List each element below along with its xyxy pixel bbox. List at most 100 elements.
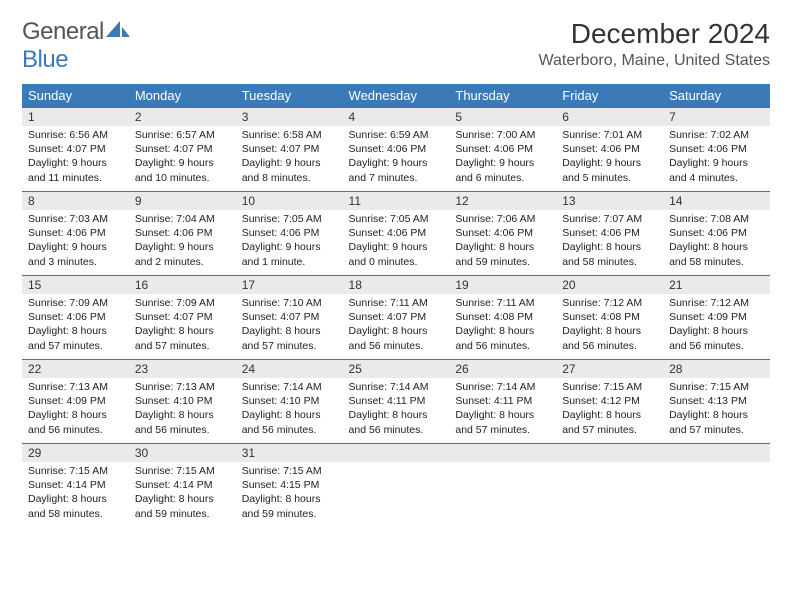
day-details: Sunrise: 7:11 AMSunset: 4:07 PMDaylight:… — [343, 294, 450, 357]
day-details: Sunrise: 7:15 AMSunset: 4:14 PMDaylight:… — [22, 462, 129, 525]
day-details: Sunrise: 7:01 AMSunset: 4:06 PMDaylight:… — [556, 126, 663, 189]
logo-text-general: General — [22, 18, 104, 45]
day-number: 18 — [343, 276, 450, 294]
calendar-day-cell: 16Sunrise: 7:09 AMSunset: 4:07 PMDayligh… — [129, 276, 236, 360]
day-details: Sunrise: 7:14 AMSunset: 4:10 PMDaylight:… — [236, 378, 343, 441]
day-number: 19 — [449, 276, 556, 294]
day-details: Sunrise: 7:13 AMSunset: 4:10 PMDaylight:… — [129, 378, 236, 441]
day-details: Sunrise: 7:05 AMSunset: 4:06 PMDaylight:… — [343, 210, 450, 273]
day-number: 11 — [343, 192, 450, 210]
calendar-day-cell: 8Sunrise: 7:03 AMSunset: 4:06 PMDaylight… — [22, 192, 129, 276]
calendar-day-cell: 15Sunrise: 7:09 AMSunset: 4:06 PMDayligh… — [22, 276, 129, 360]
day-number: 17 — [236, 276, 343, 294]
calendar-day-cell: 11Sunrise: 7:05 AMSunset: 4:06 PMDayligh… — [343, 192, 450, 276]
logo-text: General Blue — [22, 18, 132, 74]
day-number-empty — [449, 444, 556, 462]
day-number: 27 — [556, 360, 663, 378]
title-block: December 2024 Waterboro, Maine, United S… — [538, 18, 770, 70]
calendar-day-cell: 31Sunrise: 7:15 AMSunset: 4:15 PMDayligh… — [236, 444, 343, 528]
calendar-day-cell: 25Sunrise: 7:14 AMSunset: 4:11 PMDayligh… — [343, 360, 450, 444]
day-number: 1 — [22, 108, 129, 126]
day-details: Sunrise: 7:10 AMSunset: 4:07 PMDaylight:… — [236, 294, 343, 357]
calendar-day-cell: 28Sunrise: 7:15 AMSunset: 4:13 PMDayligh… — [663, 360, 770, 444]
day-number: 9 — [129, 192, 236, 210]
weekday-header: Sunday — [22, 84, 129, 108]
calendar-header-row: SundayMondayTuesdayWednesdayThursdayFrid… — [22, 84, 770, 108]
day-details: Sunrise: 7:14 AMSunset: 4:11 PMDaylight:… — [449, 378, 556, 441]
calendar-day-cell: 29Sunrise: 7:15 AMSunset: 4:14 PMDayligh… — [22, 444, 129, 528]
calendar-day-cell: 14Sunrise: 7:08 AMSunset: 4:06 PMDayligh… — [663, 192, 770, 276]
weekday-header: Wednesday — [343, 84, 450, 108]
day-details: Sunrise: 7:08 AMSunset: 4:06 PMDaylight:… — [663, 210, 770, 273]
day-number: 16 — [129, 276, 236, 294]
calendar-empty-cell — [663, 444, 770, 528]
calendar-empty-cell — [449, 444, 556, 528]
day-number-empty — [556, 444, 663, 462]
day-details: Sunrise: 7:09 AMSunset: 4:06 PMDaylight:… — [22, 294, 129, 357]
day-number: 10 — [236, 192, 343, 210]
day-details: Sunrise: 7:05 AMSunset: 4:06 PMDaylight:… — [236, 210, 343, 273]
calendar-day-cell: 18Sunrise: 7:11 AMSunset: 4:07 PMDayligh… — [343, 276, 450, 360]
day-details: Sunrise: 7:12 AMSunset: 4:08 PMDaylight:… — [556, 294, 663, 357]
day-number: 15 — [22, 276, 129, 294]
day-number: 8 — [22, 192, 129, 210]
calendar-day-cell: 9Sunrise: 7:04 AMSunset: 4:06 PMDaylight… — [129, 192, 236, 276]
logo-text-blue: Blue — [22, 46, 68, 73]
day-number: 31 — [236, 444, 343, 462]
calendar-day-cell: 12Sunrise: 7:06 AMSunset: 4:06 PMDayligh… — [449, 192, 556, 276]
day-number: 24 — [236, 360, 343, 378]
calendar-day-cell: 4Sunrise: 6:59 AMSunset: 4:06 PMDaylight… — [343, 108, 450, 192]
location: Waterboro, Maine, United States — [538, 52, 770, 70]
logo-sail-icon — [106, 21, 132, 39]
calendar-day-cell: 13Sunrise: 7:07 AMSunset: 4:06 PMDayligh… — [556, 192, 663, 276]
day-details: Sunrise: 6:59 AMSunset: 4:06 PMDaylight:… — [343, 126, 450, 189]
weekday-header: Thursday — [449, 84, 556, 108]
day-details: Sunrise: 7:14 AMSunset: 4:11 PMDaylight:… — [343, 378, 450, 441]
day-details: Sunrise: 7:15 AMSunset: 4:14 PMDaylight:… — [129, 462, 236, 525]
day-number: 25 — [343, 360, 450, 378]
calendar-day-cell: 20Sunrise: 7:12 AMSunset: 4:08 PMDayligh… — [556, 276, 663, 360]
day-details: Sunrise: 7:12 AMSunset: 4:09 PMDaylight:… — [663, 294, 770, 357]
calendar-empty-cell — [343, 444, 450, 528]
day-number: 20 — [556, 276, 663, 294]
day-number: 4 — [343, 108, 450, 126]
calendar-day-cell: 24Sunrise: 7:14 AMSunset: 4:10 PMDayligh… — [236, 360, 343, 444]
day-details: Sunrise: 7:04 AMSunset: 4:06 PMDaylight:… — [129, 210, 236, 273]
day-details: Sunrise: 6:58 AMSunset: 4:07 PMDaylight:… — [236, 126, 343, 189]
calendar-body: 1Sunrise: 6:56 AMSunset: 4:07 PMDaylight… — [22, 108, 770, 528]
day-number: 6 — [556, 108, 663, 126]
day-number: 21 — [663, 276, 770, 294]
calendar-day-cell: 23Sunrise: 7:13 AMSunset: 4:10 PMDayligh… — [129, 360, 236, 444]
calendar-day-cell: 19Sunrise: 7:11 AMSunset: 4:08 PMDayligh… — [449, 276, 556, 360]
day-details: Sunrise: 7:15 AMSunset: 4:13 PMDaylight:… — [663, 378, 770, 441]
month-title: December 2024 — [538, 18, 770, 50]
weekday-header: Saturday — [663, 84, 770, 108]
day-number: 23 — [129, 360, 236, 378]
logo: General Blue — [22, 18, 132, 74]
day-number: 26 — [449, 360, 556, 378]
calendar-day-cell: 5Sunrise: 7:00 AMSunset: 4:06 PMDaylight… — [449, 108, 556, 192]
day-details: Sunrise: 6:57 AMSunset: 4:07 PMDaylight:… — [129, 126, 236, 189]
day-number: 7 — [663, 108, 770, 126]
day-number: 2 — [129, 108, 236, 126]
calendar-week-row: 29Sunrise: 7:15 AMSunset: 4:14 PMDayligh… — [22, 444, 770, 528]
calendar-day-cell: 26Sunrise: 7:14 AMSunset: 4:11 PMDayligh… — [449, 360, 556, 444]
weekday-header: Tuesday — [236, 84, 343, 108]
calendar-week-row: 15Sunrise: 7:09 AMSunset: 4:06 PMDayligh… — [22, 276, 770, 360]
calendar-week-row: 8Sunrise: 7:03 AMSunset: 4:06 PMDaylight… — [22, 192, 770, 276]
day-number: 13 — [556, 192, 663, 210]
calendar-day-cell: 17Sunrise: 7:10 AMSunset: 4:07 PMDayligh… — [236, 276, 343, 360]
day-number-empty — [343, 444, 450, 462]
calendar-empty-cell — [556, 444, 663, 528]
day-number: 3 — [236, 108, 343, 126]
calendar-day-cell: 2Sunrise: 6:57 AMSunset: 4:07 PMDaylight… — [129, 108, 236, 192]
day-number: 12 — [449, 192, 556, 210]
calendar-day-cell: 30Sunrise: 7:15 AMSunset: 4:14 PMDayligh… — [129, 444, 236, 528]
day-details: Sunrise: 7:06 AMSunset: 4:06 PMDaylight:… — [449, 210, 556, 273]
calendar-week-row: 1Sunrise: 6:56 AMSunset: 4:07 PMDaylight… — [22, 108, 770, 192]
weekday-header: Friday — [556, 84, 663, 108]
calendar-day-cell: 10Sunrise: 7:05 AMSunset: 4:06 PMDayligh… — [236, 192, 343, 276]
day-number: 14 — [663, 192, 770, 210]
day-number-empty — [663, 444, 770, 462]
calendar-week-row: 22Sunrise: 7:13 AMSunset: 4:09 PMDayligh… — [22, 360, 770, 444]
